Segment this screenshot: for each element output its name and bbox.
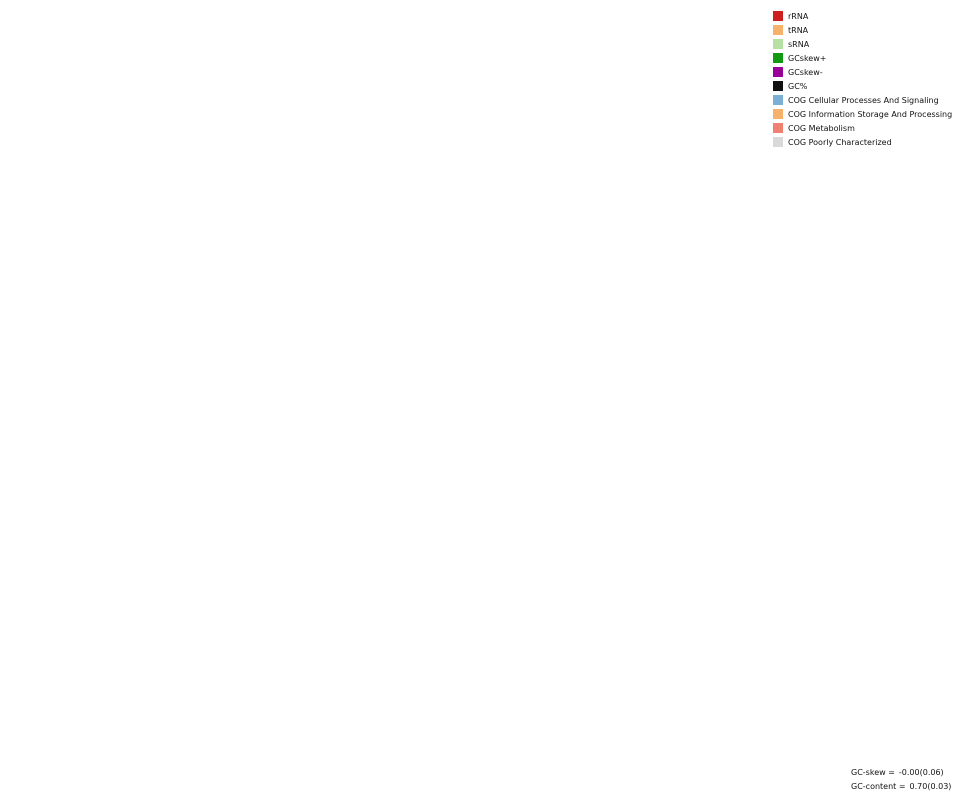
legend-item-gcskew-plus: GCskew+ bbox=[773, 51, 952, 65]
legend-item-gc-percent: GC% bbox=[773, 79, 952, 93]
legend-label: COG Metabolism bbox=[788, 123, 855, 133]
gc-skew-stat-value: -0.00(0.06) bbox=[898, 768, 944, 777]
legend-label: GCskew- bbox=[788, 67, 823, 77]
legend-swatch bbox=[773, 53, 783, 63]
legend-item-cog-information: COG Information Storage And Processing bbox=[773, 107, 952, 121]
legend-label: COG Cellular Processes And Signaling bbox=[788, 95, 939, 105]
legend-swatch bbox=[773, 123, 783, 133]
legend-label: COG Information Storage And Processing bbox=[788, 109, 953, 119]
legend-label: GC% bbox=[788, 81, 808, 91]
legend: rRNA tRNA sRNA GCskew+ GCskew- GC% COG C… bbox=[773, 9, 952, 149]
legend-swatch bbox=[773, 11, 783, 21]
legend-label: COG Poorly Characterized bbox=[788, 137, 892, 147]
legend-swatch bbox=[773, 25, 783, 35]
gc-skew-stat: GC-skew = -0.00(0.06) bbox=[851, 766, 951, 780]
legend-item-cog-poorly: COG Poorly Characterized bbox=[773, 135, 952, 149]
legend-swatch bbox=[773, 95, 783, 105]
legend-swatch bbox=[773, 81, 783, 91]
gc-content-stat-label: GC-content = bbox=[851, 782, 906, 791]
gc-skew-stat-label: GC-skew = bbox=[851, 768, 895, 777]
gc-content-stat: GC-content = 0.70(0.03) bbox=[851, 780, 951, 794]
legend-swatch bbox=[773, 137, 783, 147]
legend-item-gcskew-minus: GCskew- bbox=[773, 65, 952, 79]
legend-item-cog-metabolism: COG Metabolism bbox=[773, 121, 952, 135]
legend-swatch bbox=[773, 109, 783, 119]
legend-label: tRNA bbox=[788, 25, 809, 35]
legend-swatch bbox=[773, 67, 783, 77]
legend-label: rRNA bbox=[788, 11, 809, 21]
legend-label: sRNA bbox=[788, 39, 810, 49]
legend-label: GCskew+ bbox=[788, 53, 827, 63]
legend-item-srna: sRNA bbox=[773, 37, 952, 51]
legend-item-trna: tRNA bbox=[773, 23, 952, 37]
legend-item-rrna: rRNA bbox=[773, 9, 952, 23]
legend-item-cog-cellular: COG Cellular Processes And Signaling bbox=[773, 93, 952, 107]
legend-swatch bbox=[773, 39, 783, 49]
gc-content-stat-value: 0.70(0.03) bbox=[909, 782, 952, 791]
stats-footer: GC-skew = -0.00(0.06) GC-content = 0.70(… bbox=[851, 766, 951, 794]
